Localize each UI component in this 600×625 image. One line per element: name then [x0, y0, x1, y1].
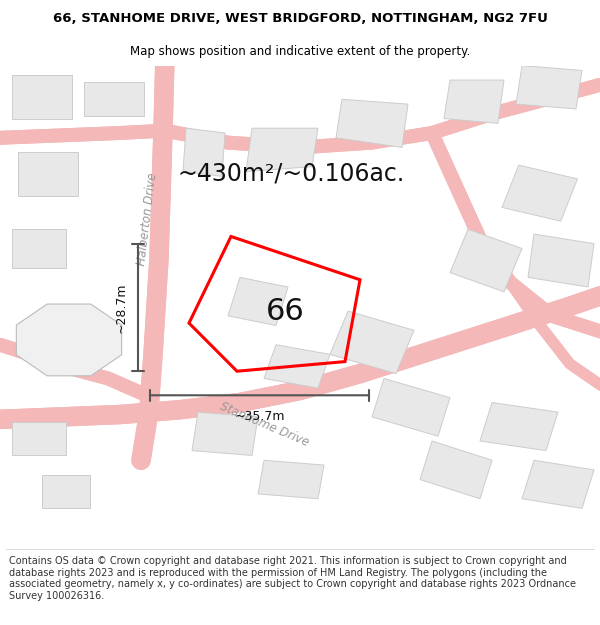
Polygon shape: [12, 422, 66, 456]
Polygon shape: [12, 75, 72, 119]
Polygon shape: [528, 234, 594, 287]
Polygon shape: [522, 460, 594, 508]
Text: ~35.7m: ~35.7m: [234, 410, 285, 422]
Polygon shape: [183, 128, 225, 176]
Polygon shape: [42, 475, 90, 508]
Polygon shape: [258, 460, 324, 499]
Text: Map shows position and indicative extent of the property.: Map shows position and indicative extent…: [130, 45, 470, 58]
Text: Contains OS data © Crown copyright and database right 2021. This information is : Contains OS data © Crown copyright and d…: [9, 556, 576, 601]
Polygon shape: [480, 402, 558, 451]
Text: 66: 66: [266, 296, 304, 326]
Polygon shape: [502, 165, 577, 221]
Polygon shape: [12, 229, 66, 268]
Polygon shape: [450, 229, 522, 292]
Text: 66, STANHOME DRIVE, WEST BRIDGFORD, NOTTINGHAM, NG2 7FU: 66, STANHOME DRIVE, WEST BRIDGFORD, NOTT…: [53, 12, 547, 25]
Polygon shape: [192, 412, 258, 456]
Polygon shape: [84, 82, 144, 116]
Polygon shape: [330, 311, 414, 374]
Polygon shape: [264, 345, 330, 388]
Polygon shape: [420, 441, 492, 499]
Text: Halberton Drive: Halberton Drive: [135, 173, 159, 267]
Polygon shape: [228, 278, 288, 326]
Text: ~28.7m: ~28.7m: [114, 282, 127, 332]
Text: Stanhome Drive: Stanhome Drive: [218, 399, 310, 449]
Text: ~430m²/~0.106ac.: ~430m²/~0.106ac.: [177, 162, 404, 186]
Polygon shape: [246, 128, 318, 171]
Polygon shape: [516, 66, 582, 109]
Polygon shape: [336, 99, 408, 148]
Polygon shape: [444, 80, 504, 123]
Polygon shape: [18, 152, 78, 196]
Polygon shape: [16, 304, 122, 376]
Polygon shape: [372, 378, 450, 436]
